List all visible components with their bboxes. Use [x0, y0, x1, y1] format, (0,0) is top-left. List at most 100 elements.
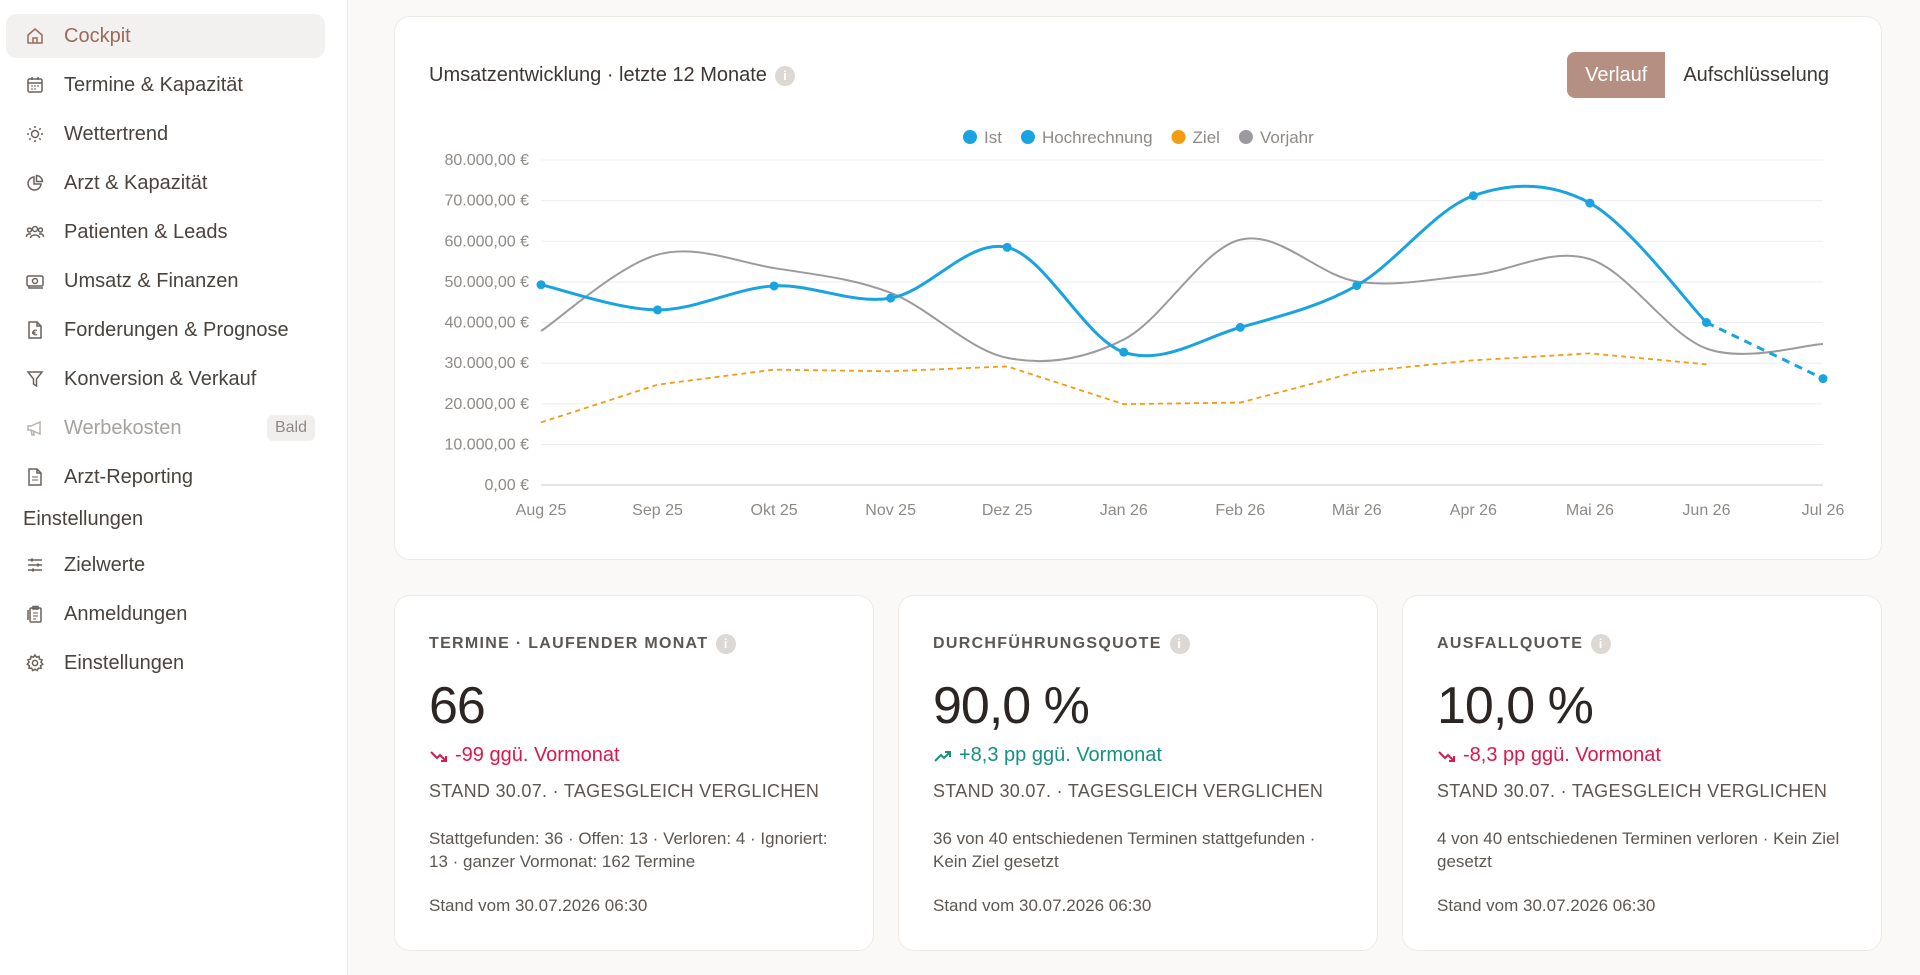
kpi-delta: +8,3 pp ggü. Vormonat [933, 744, 1162, 767]
legend-label: Ist [984, 128, 1002, 147]
sidebar-item-umsatz-finanzen[interactable]: Umsatz & Finanzen [6, 259, 325, 303]
kpi-timestamp: Stand vom 30.07.2026 06:30 [1437, 896, 1656, 915]
data-point-ist [1235, 322, 1245, 332]
x-tick-label: Jan 26 [1100, 502, 1148, 519]
x-tick-label: Jul 26 [1802, 502, 1845, 519]
kpi-detail: 4 von 40 entschiedenen Terminen verloren… [1437, 829, 1840, 871]
sidebar-item-werbekosten[interactable]: Werbekosten Bald [6, 406, 325, 450]
kpi-timestamp: Stand vom 30.07.2026 06:30 [429, 896, 648, 915]
kpi-card-durchfuehrungsquote: DURCHFÜHRUNGSQUOTE i 90,0 % +8,3 pp ggü. … [898, 595, 1378, 951]
kpi-delta-text: -99 ggü. Vormonat [455, 744, 620, 766]
kpi-stand: STAND 30.07. · TAGESGLEICH VERGLICHEN [1437, 781, 1828, 801]
data-point-hochrechnung [1818, 374, 1828, 384]
y-tick-label: 40.000,00 € [444, 315, 529, 332]
kpi-delta-text: +8,3 pp ggü. Vormonat [959, 744, 1162, 766]
kpi-label-text: TERMINE · LAUFENDER MONAT [429, 635, 709, 653]
sliders-icon [28, 558, 42, 572]
sidebar-item-label: Arzt & Kapazität [64, 171, 208, 194]
sidebar-item-label: Werbekosten [64, 416, 182, 439]
data-point-ist [1352, 281, 1362, 291]
sidebar-item-konversion[interactable]: Konversion & Verkauf [6, 357, 325, 401]
sidebar-item-label: Cockpit [64, 24, 131, 47]
settings-section-title: Einstellungen [23, 508, 144, 530]
sidebar-item-label: Termine & Kapazität [64, 73, 243, 96]
legend-marker [1238, 130, 1253, 144]
toggle-aufschluesselung-button[interactable]: Aufschlüsselung [1665, 52, 1847, 98]
kpi-value: 66 [429, 677, 486, 735]
revenue-line-chart: 80.000,00 € 70.000,00 € 60.000,00 € 50.000,… [444, 128, 1845, 519]
sidebar-item-label: Anmeldungen [64, 602, 188, 625]
kpi-card-ausfallquote: AUSFALLQUOTE i 10,0 % -8,3 pp ggü. Vormon… [1402, 595, 1882, 951]
legend-marker [1171, 130, 1186, 144]
y-tick-label: 30.000,00 € [444, 355, 529, 372]
y-tick-label: 80.000,00 € [444, 152, 529, 169]
y-tick-label: 0,00 € [485, 477, 530, 494]
data-point-ist [653, 305, 663, 315]
data-point-ist [1701, 318, 1711, 327]
y-tick-label: 70.000,00 € [444, 193, 529, 210]
sidebar-item-wettertrend[interactable]: Wettertrend [6, 112, 325, 156]
coming-soon-badge: Bald [266, 415, 315, 441]
users-icon [25, 225, 45, 239]
kpi-value: 90,0 % [933, 677, 1090, 735]
sidebar-item-cockpit[interactable]: Cockpit [6, 14, 325, 58]
sun-icon [27, 126, 43, 142]
info-icon[interactable]: i [774, 65, 795, 86]
pie-chart-icon [27, 174, 44, 191]
clipboard-icon [27, 605, 42, 623]
toggle-verlauf-button[interactable]: Verlauf [1567, 52, 1666, 98]
kpi-label: DURCHFÜHRUNGSQUOTE i [933, 634, 1190, 654]
sidebar-item-zielwerte[interactable]: Zielwerte [6, 543, 325, 587]
kpi-timestamp: Stand vom 30.07.2026 06:30 [933, 896, 1152, 915]
legend-marker [1020, 130, 1035, 144]
document-icon [28, 468, 42, 486]
info-icon[interactable]: i [1591, 634, 1612, 654]
x-tick-label: Aug 25 [516, 502, 567, 519]
series-line-ist [540, 184, 1708, 358]
sidebar-item-patienten-leads[interactable]: Patienten & Leads [6, 210, 325, 254]
kpi-delta-text: -8,3 pp ggü. Vormonat [1463, 744, 1661, 766]
data-point-ist [1585, 198, 1595, 208]
sidebar: Cockpit Termine & Kapazität Wettertrend … [0, 0, 348, 975]
sidebar-item-label: Arzt-Reporting [64, 465, 193, 488]
x-tick-label: Feb 26 [1215, 502, 1265, 519]
revenue-chart-card: Umsatzentwicklung · letzte 12 Monate i Ve… [394, 16, 1882, 560]
kpi-label-text: DURCHFÜHRUNGSQUOTE [933, 635, 1162, 653]
data-point-ist [1002, 242, 1012, 252]
trend-down-icon [430, 751, 447, 762]
kpi-stand: STAND 30.07. · TAGESGLEICH VERGLICHEN [933, 781, 1324, 801]
info-icon[interactable]: i [716, 634, 737, 654]
y-tick-label: 60.000,00 € [444, 233, 529, 250]
y-tick-label: 20.000,00 € [444, 396, 529, 413]
calendar-icon [27, 77, 43, 93]
x-tick-label: Sep 25 [632, 502, 683, 519]
x-tick-label: Mär 26 [1332, 502, 1382, 519]
sidebar-item-label: Einstellungen [64, 651, 185, 674]
sidebar-item-einstellungen[interactable]: Einstellungen [6, 641, 325, 685]
chart-title: Umsatzentwicklung · letzte 12 Monate i [429, 64, 795, 87]
trend-up-icon [934, 750, 951, 762]
sidebar-item-arzt-reporting[interactable]: Arzt-Reporting [6, 455, 325, 499]
legend-label: Vorjahr [1260, 128, 1314, 147]
sidebar-item-termine[interactable]: Termine & Kapazität [6, 63, 325, 107]
legend-label: Hochrechnung [1042, 128, 1153, 147]
megaphone-icon [27, 420, 41, 436]
sidebar-item-label: Forderungen & Prognose [64, 318, 289, 341]
series-line-vorjahr [540, 237, 1824, 363]
sidebar-item-label: Konversion & Verkauf [64, 367, 257, 390]
sidebar-item-anmeldungen[interactable]: Anmeldungen [6, 592, 325, 636]
filter-icon [26, 371, 44, 388]
kpi-label-text: AUSFALLQUOTE [1437, 635, 1584, 653]
sidebar-item-forderungen[interactable]: Forderungen & Prognose [6, 308, 325, 352]
data-point-ist [1468, 191, 1478, 201]
data-point-ist [1119, 347, 1129, 357]
sidebar-item-arzt-kapazitaet[interactable]: Arzt & Kapazität [6, 161, 325, 205]
data-point-ist [769, 281, 779, 291]
sidebar-item-label: Zielwerte [64, 553, 146, 576]
legend-label: Ziel [1193, 128, 1220, 147]
x-tick-label: Mai 26 [1566, 502, 1614, 519]
info-icon[interactable]: i [1169, 634, 1190, 654]
sidebar-item-label: Patienten & Leads [64, 220, 228, 243]
home-icon [27, 28, 43, 44]
y-tick-label: 50.000,00 € [444, 274, 529, 291]
